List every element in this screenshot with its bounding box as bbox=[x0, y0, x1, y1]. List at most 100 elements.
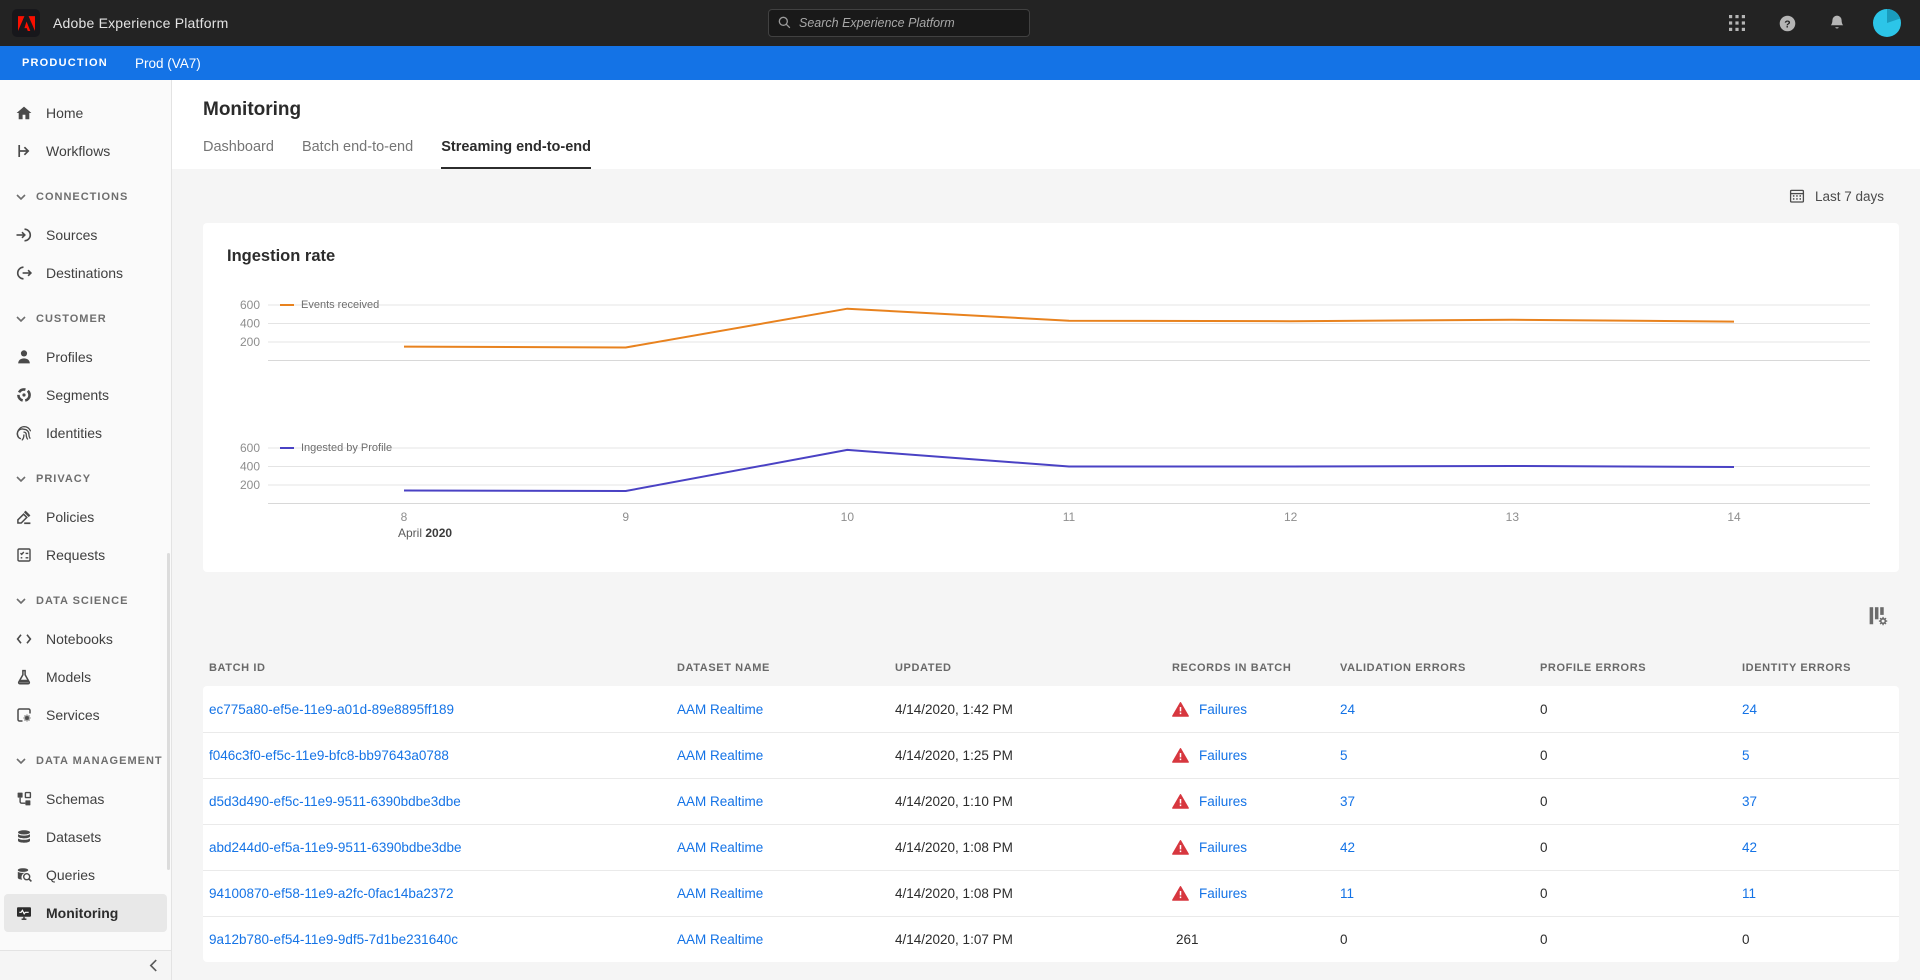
validation-errors-link[interactable]: 24 bbox=[1340, 701, 1356, 717]
sidebar-item-notebooks[interactable]: Notebooks bbox=[0, 620, 171, 658]
sidebar-section-data-management[interactable]: DATA MANAGEMENT bbox=[0, 742, 171, 780]
column-header-identity-errors[interactable]: IDENTITY ERRORS bbox=[1742, 661, 1852, 674]
adobe-logo[interactable] bbox=[12, 9, 40, 37]
sidebar-item-datasets[interactable]: Datasets bbox=[0, 818, 171, 856]
table-header: BATCH ID DATASET NAME UPDATED RECORDS IN BA… bbox=[203, 649, 1899, 686]
column-header-records-in-batch[interactable]: RECORDS IN BATCH bbox=[1172, 661, 1292, 674]
date-range-button[interactable]: Last 7 days bbox=[1788, 183, 1884, 209]
environment-name[interactable]: Prod (VA7) bbox=[134, 55, 201, 71]
notifications-bell-icon[interactable] bbox=[1822, 14, 1852, 32]
batches-table: BATCH ID DATASET NAME UPDATED RECORDS IN BA… bbox=[203, 649, 1899, 962]
table-row: ec775a80-ef5e-11e9-a01d-89e8895ff189 AAM … bbox=[203, 686, 1899, 732]
production-badge: PRODUCTION bbox=[22, 57, 108, 69]
sidebar-item-segments[interactable]: Segments bbox=[0, 376, 171, 414]
sidebar-section-customer[interactable]: CUSTOMER bbox=[0, 300, 171, 338]
dataset-name-link[interactable]: AAM Realtime bbox=[677, 701, 764, 717]
date-filter-row: Last 7 days bbox=[172, 169, 1920, 223]
tab-batch-end-to-end[interactable]: Batch end-to-end bbox=[301, 139, 414, 155]
column-header-batch-id[interactable]: BATCH ID bbox=[209, 661, 266, 674]
sidebar-item-services[interactable]: Services bbox=[0, 696, 171, 734]
services-icon bbox=[15, 706, 33, 724]
sidebar-item-workflows[interactable]: Workflows bbox=[0, 132, 171, 170]
sidebar-item-destinations[interactable]: Destinations bbox=[0, 254, 171, 292]
sidebar-item-label: Monitoring bbox=[46, 905, 119, 921]
help-icon[interactable]: ? bbox=[1772, 14, 1802, 33]
page-body: Last 7 days Ingestion rate 600 400 200 Even… bbox=[172, 169, 1920, 980]
identity-errors-link[interactable]: 5 bbox=[1742, 748, 1750, 763]
sidebar-item-label: Services bbox=[46, 707, 100, 723]
datasets-icon bbox=[15, 828, 33, 846]
sidebar-section-connections[interactable]: CONNECTIONS bbox=[0, 178, 171, 216]
sidebar-collapse[interactable] bbox=[0, 950, 171, 980]
sidebar-item-label: Destinations bbox=[46, 265, 124, 281]
table-row: abd244d0-ef5a-11e9-9511-6390bdbe3dbe AAM … bbox=[203, 824, 1899, 870]
failures-link[interactable]: Failures bbox=[1199, 886, 1248, 901]
dataset-name-link[interactable]: AAM Realtime bbox=[677, 886, 764, 901]
sidebar-item-home[interactable]: Home bbox=[0, 94, 171, 132]
notebooks-icon bbox=[15, 630, 33, 648]
tab-streaming-end-to-end[interactable]: Streaming end-to-end bbox=[441, 139, 592, 169]
sidebar-scrollbar[interactable] bbox=[167, 553, 170, 870]
apps-grid-icon[interactable] bbox=[1722, 14, 1752, 32]
identity-errors-link[interactable]: 11 bbox=[1742, 886, 1757, 901]
sidebar-item-label: Home bbox=[46, 105, 84, 121]
queries-icon bbox=[15, 866, 33, 884]
sidebar-item-schemas[interactable]: Schemas bbox=[0, 780, 171, 818]
chevron-down-icon bbox=[16, 473, 26, 485]
sidebar-item-models[interactable]: Models bbox=[0, 658, 171, 696]
sidebar-item-queries[interactable]: Queries bbox=[0, 856, 171, 894]
section-label: CONNECTIONS bbox=[36, 191, 129, 203]
identity-errors-link[interactable]: 37 bbox=[1742, 794, 1758, 809]
sidebar-item-identities[interactable]: Identities bbox=[0, 414, 171, 452]
batch-id-link[interactable]: 9a12b780-ef54-11e9-9df5-7d1be231640c bbox=[209, 932, 458, 947]
batch-id-cell: abd244d0-ef5a-11e9-9511-6390bdbe3dbe bbox=[203, 840, 677, 855]
workflows-icon bbox=[15, 142, 33, 160]
batch-id-cell: d5d3d490-ef5c-11e9-9511-6390bdbe3dbe bbox=[203, 794, 677, 809]
batch-id-link[interactable]: 94100870-ef58-11e9-a2fc-0fac14ba2372 bbox=[209, 886, 454, 901]
identity-errors-link[interactable]: 42 bbox=[1742, 840, 1758, 855]
batch-id-link[interactable]: ec775a80-ef5e-11e9-a01d-89e8895ff189 bbox=[209, 701, 454, 717]
dataset-name-link[interactable]: AAM Realtime bbox=[677, 794, 764, 809]
tab-dashboard[interactable]: Dashboard bbox=[203, 139, 274, 155]
sidebar-item-requests[interactable]: Requests bbox=[0, 536, 171, 574]
column-header-updated[interactable]: UPDATED bbox=[895, 661, 952, 674]
ingested-by-profile-chart: 600 400 200 8 9 10 11 12 13 14 April 2020 Ingested … bbox=[227, 436, 1875, 546]
chevron-left-icon bbox=[149, 959, 157, 972]
sidebar-section-data-science[interactable]: DATA SCIENCE bbox=[0, 582, 171, 620]
svg-text:400: 400 bbox=[240, 460, 260, 474]
dataset-name-link[interactable]: AAM Realtime bbox=[677, 840, 764, 855]
column-settings-icon[interactable] bbox=[1867, 605, 1889, 632]
failures-link[interactable]: Failures bbox=[1199, 840, 1248, 855]
validation-errors-link[interactable]: 11 bbox=[1340, 886, 1355, 901]
sidebar-item-monitoring[interactable]: Monitoring bbox=[4, 894, 167, 932]
validation-errors-link[interactable]: 5 bbox=[1340, 748, 1348, 763]
sidebar-item-label: Workflows bbox=[46, 143, 111, 159]
batch-id-link[interactable]: f046c3f0-ef5c-11e9-bfc8-bb97643a0788 bbox=[209, 748, 449, 763]
sidebar-item-policies[interactable]: Policies bbox=[0, 498, 171, 536]
sidebar-section-privacy[interactable]: PRIVACY bbox=[0, 460, 171, 498]
app-title: Adobe Experience Platform bbox=[53, 15, 229, 31]
records-in-batch-cell: Failures bbox=[1172, 839, 1340, 856]
batch-id-link[interactable]: abd244d0-ef5a-11e9-9511-6390bdbe3dbe bbox=[209, 840, 462, 855]
segments-icon bbox=[15, 386, 33, 404]
dataset-name-link[interactable]: AAM Realtime bbox=[677, 932, 764, 947]
validation-errors-link[interactable]: 42 bbox=[1340, 840, 1356, 855]
failures-link[interactable]: Failures bbox=[1199, 701, 1248, 717]
column-header-profile-errors[interactable]: PROFILE ERRORS bbox=[1540, 661, 1647, 674]
sidebar-item-profiles[interactable]: Profiles bbox=[0, 338, 171, 376]
batch-id-link[interactable]: d5d3d490-ef5c-11e9-9511-6390bdbe3dbe bbox=[209, 794, 461, 809]
search-input[interactable] bbox=[768, 9, 1030, 37]
identity-errors-link[interactable]: 24 bbox=[1742, 701, 1758, 717]
legend-dash-icon bbox=[280, 303, 294, 307]
validation-errors-link[interactable]: 37 bbox=[1340, 794, 1356, 809]
column-header-validation-errors[interactable]: VALIDATION ERRORS bbox=[1340, 661, 1466, 674]
failures-link[interactable]: Failures bbox=[1199, 748, 1248, 763]
dataset-name-link[interactable]: AAM Realtime bbox=[677, 748, 764, 763]
sidebar-item-sources[interactable]: Sources bbox=[0, 216, 171, 254]
avatar[interactable] bbox=[1872, 9, 1902, 37]
monitoring-icon bbox=[15, 904, 33, 922]
legend-events-received: Events received bbox=[280, 299, 379, 311]
column-header-dataset-name[interactable]: DATASET NAME bbox=[677, 661, 770, 674]
failures-link[interactable]: Failures bbox=[1199, 794, 1248, 809]
ingestion-rate-card: Ingestion rate 600 400 200 Events received … bbox=[203, 223, 1899, 572]
